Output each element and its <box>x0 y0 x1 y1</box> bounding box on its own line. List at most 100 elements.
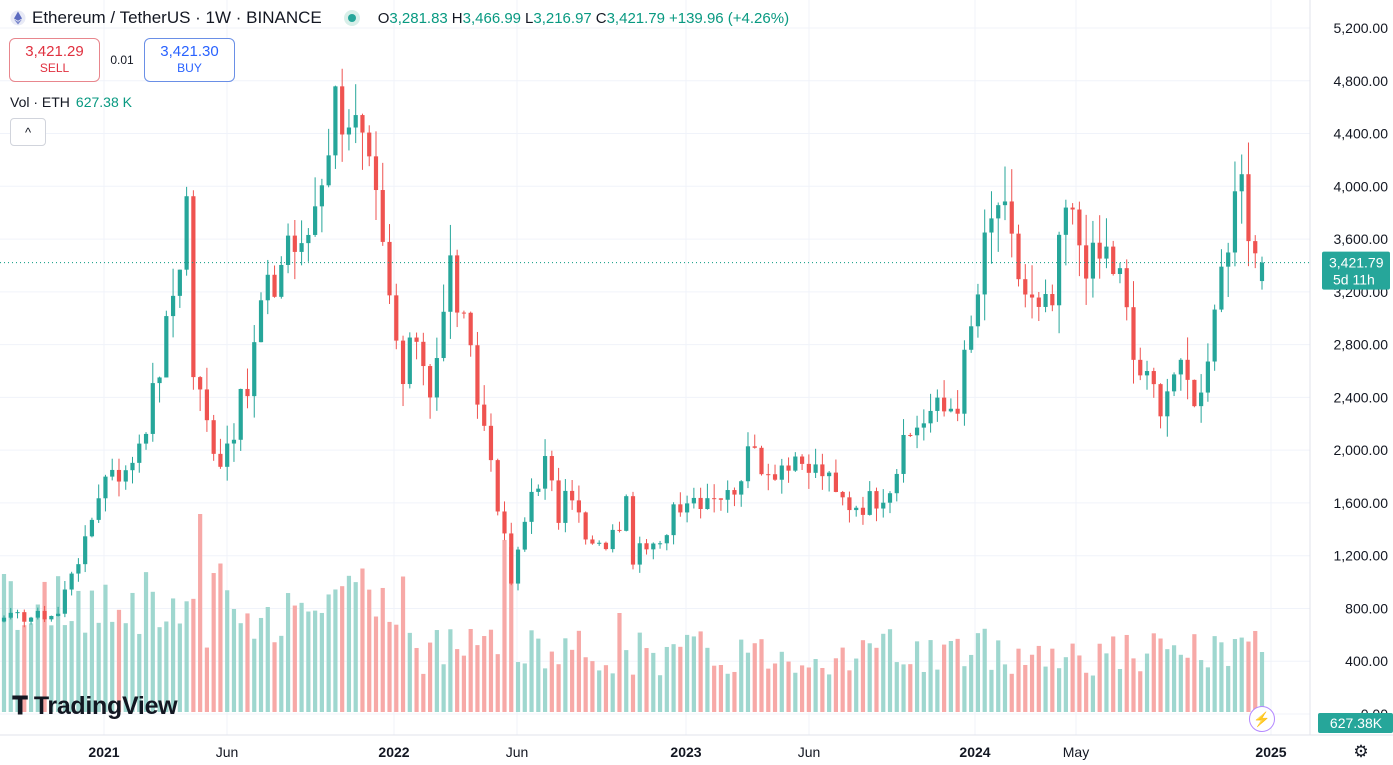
volume-bar <box>123 623 128 712</box>
volume-bar <box>813 659 818 712</box>
candle-body <box>62 589 67 614</box>
volume-bar <box>1131 658 1136 712</box>
volume-bars <box>1 514 1265 712</box>
volume-bar <box>1111 636 1116 712</box>
candle-body <box>793 456 798 471</box>
volume-bar <box>732 671 737 712</box>
volume-bar <box>285 593 291 712</box>
candle-body <box>1199 392 1204 407</box>
candle-body <box>1111 246 1116 274</box>
open-label: O <box>377 9 390 27</box>
volume-bar <box>218 563 223 712</box>
volume-bar <box>1246 641 1251 712</box>
volume-bar <box>96 622 101 712</box>
candle-body <box>170 295 176 317</box>
x-tick-label: 2022 <box>378 744 409 760</box>
volume-bar <box>1165 649 1170 712</box>
volume-bar <box>225 590 230 712</box>
last-volume-value: 627.38K <box>1330 715 1383 731</box>
volume-bar <box>1151 633 1156 712</box>
candle-body <box>549 456 554 481</box>
volume-bar <box>1253 630 1258 712</box>
candle-body <box>630 496 636 565</box>
buy-button[interactable]: 3,421.30 BUY <box>144 38 235 82</box>
close-label: C <box>595 9 607 27</box>
volume-bar <box>597 670 602 712</box>
volume-bar <box>1 574 7 712</box>
candle-body <box>1084 245 1089 279</box>
candle-body <box>908 434 913 436</box>
volume-bar <box>793 672 798 712</box>
tradingview-logo[interactable]: 𝐓 TradingView <box>12 692 178 721</box>
candle-body <box>1158 384 1163 417</box>
volume-bar <box>313 610 318 712</box>
volume-bar <box>766 668 771 712</box>
volume-bar <box>8 581 13 712</box>
last-price-tag: 3,421.79 5d 11h <box>1322 251 1390 290</box>
candle-body <box>854 507 859 511</box>
volume-bar <box>22 625 27 712</box>
candle-body <box>1043 294 1048 307</box>
volume-bar <box>231 608 237 712</box>
candle-body <box>529 491 534 522</box>
candle-body <box>786 465 791 471</box>
volume-bar <box>1057 668 1062 712</box>
y-tick-label: 3,600.00 <box>1334 231 1389 247</box>
volume-bar <box>130 592 135 712</box>
volume-bar <box>752 643 757 712</box>
candle-body <box>245 388 250 397</box>
volume-bar <box>15 629 20 712</box>
volume-bar <box>238 623 243 712</box>
sell-label: SELL <box>39 61 70 75</box>
lightning-icon[interactable]: ⚡ <box>1249 706 1275 732</box>
candle-body <box>766 474 771 476</box>
volume-bar <box>1077 655 1082 712</box>
candle-body <box>1178 359 1183 375</box>
candle-body <box>231 439 237 444</box>
candle-body <box>901 434 906 474</box>
candle-body <box>847 497 852 511</box>
volume-bar <box>62 625 67 712</box>
volume-bar <box>143 572 149 712</box>
volume-bar <box>1009 673 1014 712</box>
last-volume-tag: 627.38K <box>1318 713 1393 733</box>
market-status-dot[interactable] <box>347 14 356 22</box>
candle-body <box>279 264 284 297</box>
candles <box>1 68 1265 628</box>
candle-body <box>157 377 162 384</box>
volume-bar <box>360 568 365 712</box>
volume-bar <box>1185 657 1190 712</box>
volume-bar <box>1219 642 1224 712</box>
candle-body <box>1171 374 1177 392</box>
volume-bar <box>1199 660 1204 712</box>
sell-button[interactable]: 3,421.29 SELL <box>9 38 100 82</box>
candle-body <box>434 358 439 398</box>
candle-body <box>367 132 372 157</box>
candle-body <box>1124 268 1129 308</box>
volume-bar <box>1084 672 1089 712</box>
candle-body <box>975 294 981 327</box>
volume-bar <box>76 590 81 712</box>
symbol-title[interactable]: Ethereum / TetherUS · 1W · BINANCE <box>32 8 322 27</box>
candle-body <box>130 462 135 471</box>
volume-bar <box>786 661 791 712</box>
volume-bar <box>969 654 974 712</box>
collapse-legend-button[interactable]: ^ <box>10 118 46 146</box>
candle-body <box>887 493 893 503</box>
x-tick-label: 2024 <box>959 744 990 760</box>
volume-bar <box>461 655 467 712</box>
volume-bar <box>1144 653 1150 712</box>
volume-bar <box>441 664 446 712</box>
candle-body <box>651 543 656 550</box>
volume-bar <box>718 665 724 712</box>
candle-body <box>522 521 527 550</box>
gear-icon[interactable]: ⚙ <box>1353 742 1369 761</box>
y-tick-label: 2,800.00 <box>1334 337 1389 353</box>
volume-legend[interactable]: Vol · ETH 627.38 K <box>10 94 132 110</box>
x-tick-label: Jun <box>506 744 529 760</box>
volume-bar <box>887 629 893 712</box>
candle-body <box>556 480 561 523</box>
candle-body <box>1002 201 1008 206</box>
last-price-countdown: 5d 11h <box>1333 272 1375 288</box>
